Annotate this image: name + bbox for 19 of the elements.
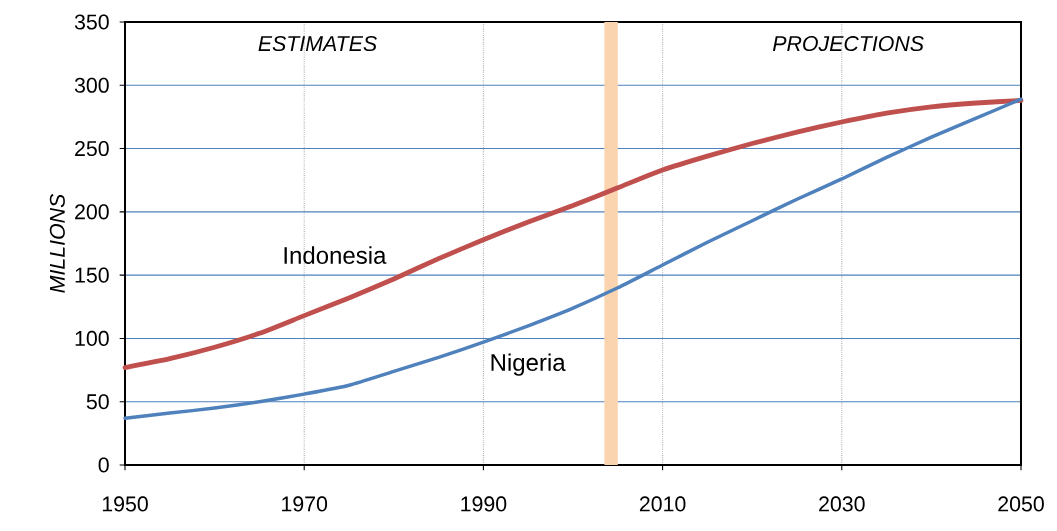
x-tick-label: 2050 [998, 496, 1044, 512]
y-tick-label: 200 [75, 204, 109, 220]
x-tick-label: 1990 [461, 496, 507, 512]
annotation: PROJECTIONS [772, 36, 924, 52]
y-tick-label: 0 [98, 457, 109, 473]
x-tick-label: 2010 [639, 496, 686, 512]
series-label: Nigeria [491, 353, 566, 376]
y-tick-label: 150 [75, 267, 109, 283]
y-tick-label: 300 [74, 77, 109, 93]
annotation: ESTIMATES [258, 36, 377, 52]
series-label: Indonesia [284, 246, 387, 264]
y-tick-label: 50 [86, 394, 109, 410]
y-tick-label: 350 [74, 14, 109, 30]
x-tick-label: 2030 [819, 496, 865, 512]
x-tick-label: 1950 [102, 496, 148, 512]
x-tick-label: 1970 [282, 496, 328, 512]
y-axis-title: MILLIONS [49, 193, 65, 293]
y-tick-label: 250 [75, 141, 109, 157]
y-tick-label: 100 [75, 330, 109, 346]
